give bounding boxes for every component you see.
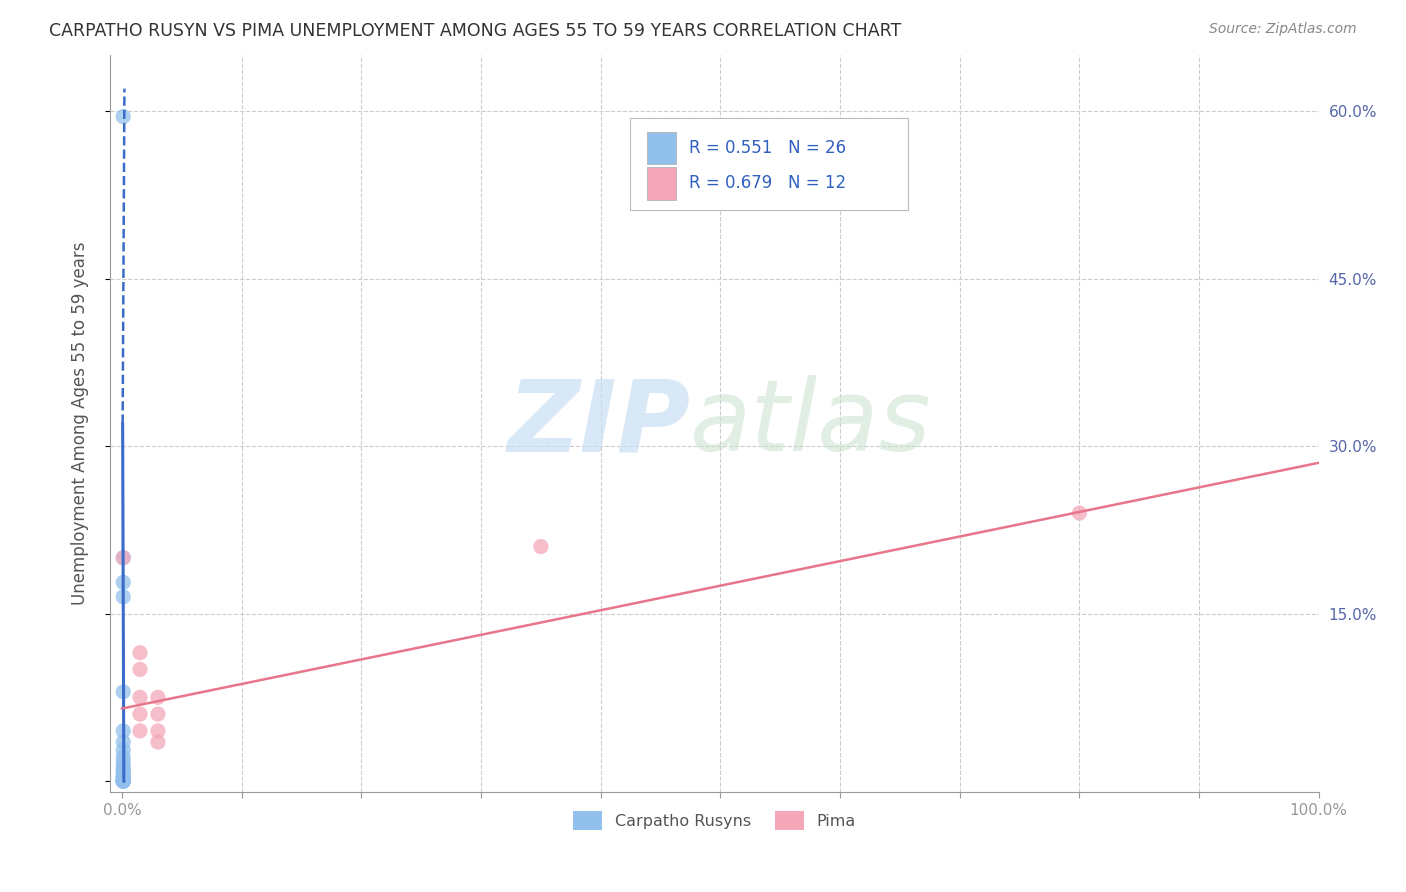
Legend: Carpatho Rusyns, Pima: Carpatho Rusyns, Pima — [567, 805, 862, 836]
Point — [112, 771, 135, 785]
Point — [530, 540, 553, 554]
Point — [112, 723, 135, 738]
Point — [112, 110, 135, 124]
Point — [112, 774, 135, 789]
Point — [129, 723, 152, 738]
Point — [112, 766, 135, 780]
Point — [112, 772, 135, 786]
Point — [112, 575, 135, 590]
Point — [1069, 506, 1091, 520]
Point — [112, 774, 135, 789]
Point — [112, 762, 135, 776]
Point — [112, 772, 135, 787]
Point — [112, 772, 135, 787]
Point — [112, 735, 135, 749]
Point — [112, 774, 135, 789]
Point — [112, 774, 135, 789]
Point — [112, 590, 135, 604]
Text: R = 0.679   N = 12: R = 0.679 N = 12 — [689, 175, 846, 193]
Point — [146, 690, 169, 705]
Text: R = 0.551   N = 26: R = 0.551 N = 26 — [689, 139, 846, 157]
Point — [112, 768, 135, 782]
Text: CARPATHO RUSYN VS PIMA UNEMPLOYMENT AMONG AGES 55 TO 59 YEARS CORRELATION CHART: CARPATHO RUSYN VS PIMA UNEMPLOYMENT AMON… — [49, 22, 901, 40]
FancyBboxPatch shape — [630, 118, 908, 210]
Point — [129, 690, 152, 705]
Point — [129, 646, 152, 660]
Point — [112, 749, 135, 764]
FancyBboxPatch shape — [647, 167, 676, 200]
Text: ZIP: ZIP — [508, 376, 690, 472]
Point — [112, 770, 135, 784]
Point — [112, 758, 135, 772]
Point — [146, 723, 169, 738]
Point — [112, 550, 135, 565]
Point — [146, 707, 169, 722]
Point — [146, 735, 169, 749]
FancyBboxPatch shape — [647, 132, 676, 164]
Text: atlas: atlas — [690, 376, 932, 472]
Point — [112, 685, 135, 699]
Point — [112, 743, 135, 757]
Y-axis label: Unemployment Among Ages 55 to 59 years: Unemployment Among Ages 55 to 59 years — [72, 242, 89, 606]
Point — [112, 754, 135, 768]
Point — [112, 774, 135, 789]
Point — [129, 663, 152, 677]
Point — [112, 550, 135, 565]
Point — [112, 774, 135, 789]
Point — [112, 764, 135, 778]
Point — [129, 707, 152, 722]
Text: Source: ZipAtlas.com: Source: ZipAtlas.com — [1209, 22, 1357, 37]
